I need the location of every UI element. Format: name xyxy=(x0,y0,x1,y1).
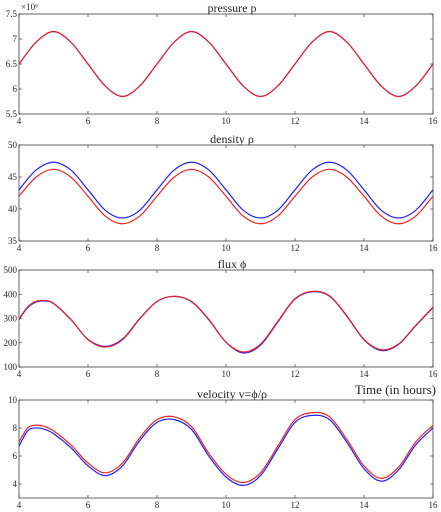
y-tick-label: 500 xyxy=(4,265,18,275)
y-tick-label: 6 xyxy=(13,84,18,94)
y-tick-label: 40 xyxy=(8,204,18,214)
axes-frame xyxy=(18,399,434,499)
x-tick-label: 14 xyxy=(360,500,370,510)
y-tick-label: 45 xyxy=(8,172,18,182)
panel-title: density ρ xyxy=(210,132,254,146)
y-tick-label: 300 xyxy=(4,314,18,324)
y-tick-label: 6 xyxy=(13,451,18,461)
x-tick-label: 14 xyxy=(360,369,370,379)
x-tick-label: 4 xyxy=(17,243,22,253)
y-tick-label: 4 xyxy=(13,479,18,489)
x-tick-label: 6 xyxy=(86,243,91,253)
panel-2: density ρ 4 6 8 10 12 14 16 35 40 45 50 xyxy=(8,132,438,253)
x-tick-label: 8 xyxy=(155,243,160,253)
series-line-blue xyxy=(19,414,433,487)
x-tick-label: 16 xyxy=(429,243,439,253)
x-tick-label: 4 xyxy=(17,500,22,510)
x-tick-label: 10 xyxy=(222,500,232,510)
y-tick-label: 6.5 xyxy=(6,59,18,69)
panel-title: velocity v=ϕ/ρ xyxy=(197,387,267,401)
x-tick-label: 12 xyxy=(291,500,300,510)
y-tick-label: 10 xyxy=(8,395,18,405)
x-tick-label: 12 xyxy=(291,116,300,126)
x-tick-label: 16 xyxy=(429,500,439,510)
y-exponent-label: ×10⁶ xyxy=(21,2,38,12)
series-line-blue xyxy=(19,161,433,219)
panel-title: flux ϕ xyxy=(218,257,247,271)
x-tick-label: 4 xyxy=(17,369,22,379)
y-tick-label: 400 xyxy=(4,289,18,299)
x-tick-label: 6 xyxy=(86,500,91,510)
x-tick-label: 16 xyxy=(429,116,439,126)
panel-3: flux ϕ 4 6 8 10 12 14 16 100 200 300 400 500 xyxy=(4,257,439,379)
y-tick-label: 35 xyxy=(8,236,18,246)
axes-frame xyxy=(18,144,434,242)
x-axis-caption: Time (in hours) xyxy=(355,382,436,397)
x-tick-label: 8 xyxy=(155,369,160,379)
axes-frame xyxy=(18,269,434,368)
series-line-red xyxy=(19,30,433,98)
series-line-red xyxy=(19,290,433,353)
y-tick-label: 5.5 xyxy=(6,109,18,119)
series-line-red xyxy=(19,411,433,484)
panel-4: velocity v=ϕ/ρ 4 6 8 10 12 14 16 4 6 8 10 xyxy=(8,387,438,510)
x-tick-label: 6 xyxy=(86,116,91,126)
x-tick-label: 8 xyxy=(155,500,160,510)
x-tick-label: 10 xyxy=(222,243,232,253)
panel-1: pressure p ×10⁶ 4 6 8 10 12 14 16 5.5 6 6.5 7 7.5 xyxy=(6,1,438,126)
panel-title: pressure p xyxy=(208,1,257,15)
x-tick-label: 12 xyxy=(291,243,300,253)
y-tick-label: 200 xyxy=(4,338,18,348)
y-tick-label: 8 xyxy=(13,423,18,433)
series-line-red xyxy=(19,168,433,225)
x-tick-label: 8 xyxy=(155,116,160,126)
series-line-blue xyxy=(19,291,433,354)
x-tick-label: 6 xyxy=(86,369,91,379)
x-tick-label: 16 xyxy=(429,369,439,379)
y-tick-label: 100 xyxy=(4,362,18,372)
x-tick-label: 10 xyxy=(222,369,232,379)
x-tick-label: 14 xyxy=(360,243,370,253)
y-tick-label: 7 xyxy=(13,34,18,44)
x-tick-label: 10 xyxy=(222,116,232,126)
x-tick-label: 12 xyxy=(291,369,300,379)
x-tick-label: 14 xyxy=(360,116,370,126)
x-tick-label: 4 xyxy=(17,116,22,126)
y-tick-label: 7.5 xyxy=(6,9,18,19)
y-tick-label: 50 xyxy=(8,140,18,150)
